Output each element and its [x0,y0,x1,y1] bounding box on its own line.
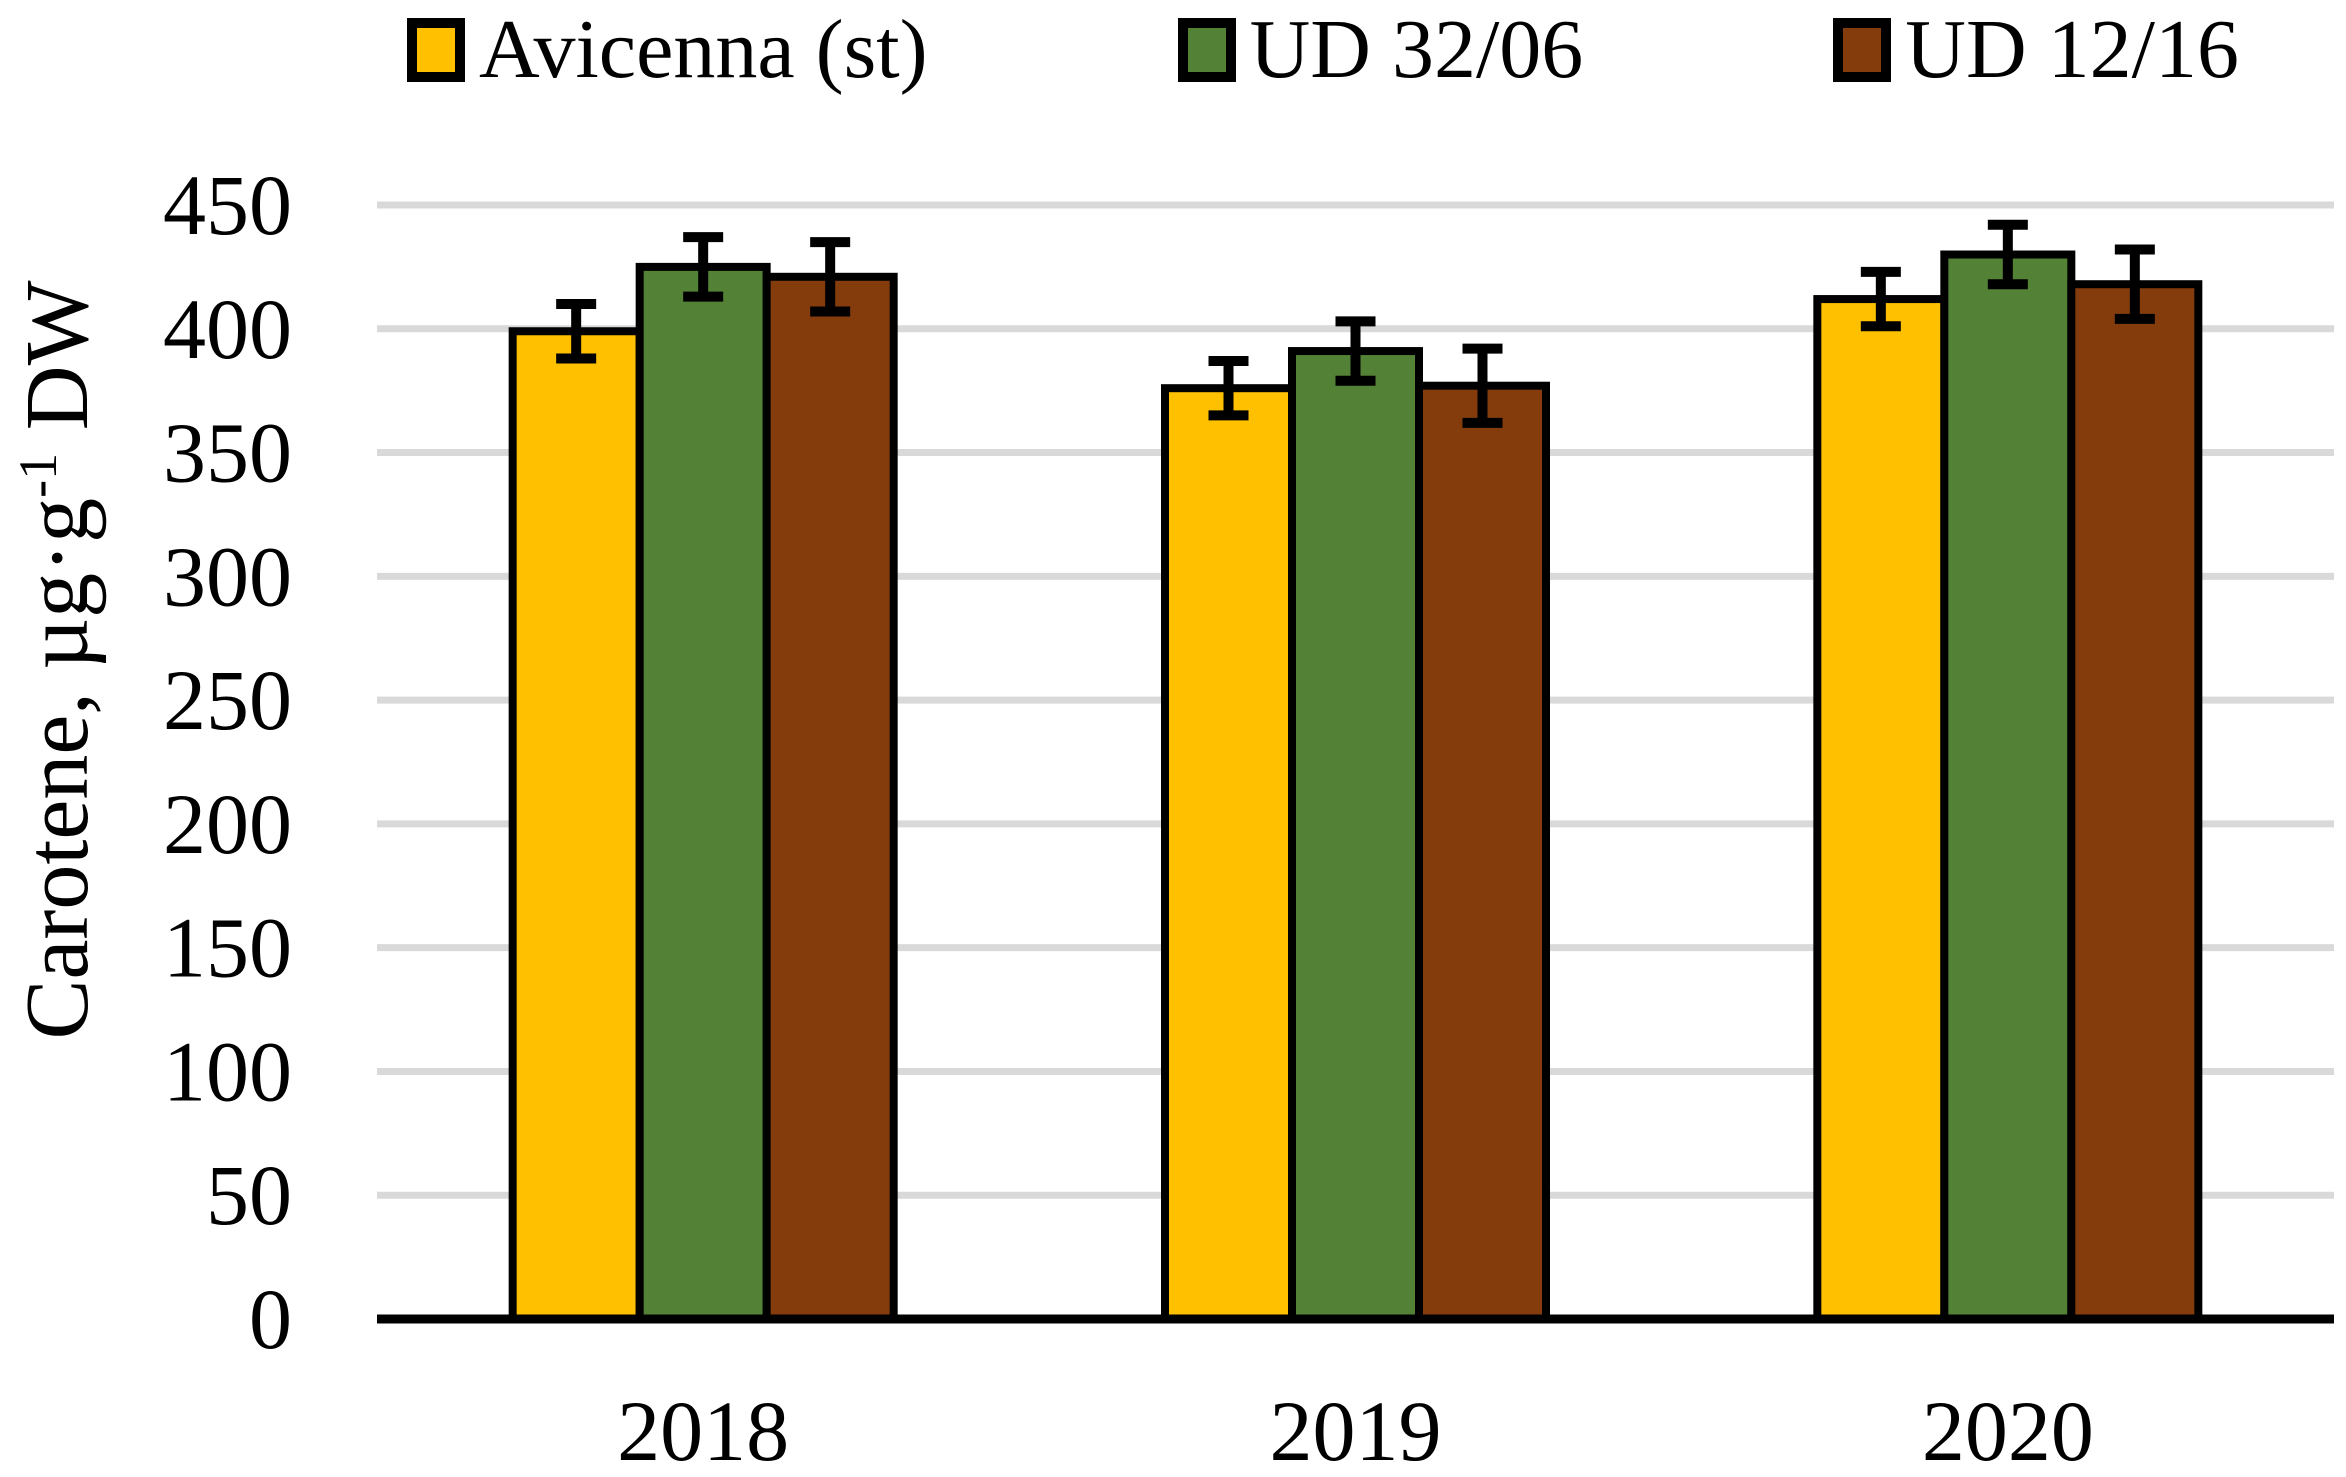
y-tick-label-450: 450 [163,157,292,253]
legend-swatch-ud3206-icon [1177,18,1236,82]
y-tick-label-0: 0 [249,1271,292,1367]
bar-2018-ud-12-16 [762,272,898,1323]
legend-swatch-avicenna-icon [407,18,466,82]
y-tick-label-400: 400 [163,281,292,377]
bar-2018-avicenna-st- [508,327,644,1323]
legend-label-ud1216: UD 12/16 [1905,3,2239,96]
bar-2019-ud-12-16 [1415,381,1550,1323]
legend-label-avicenna: Avicenna (st) [479,3,928,96]
chart-legend: Avicenna (st) UD 32/06 UD 12/16 [0,0,2346,100]
category-label-2019: 2019 [1270,1383,1442,1477]
legend-item-ud3206: UD 32/06 [1177,3,1584,96]
bar-2020-ud-32-06 [1940,250,2076,1323]
bar-2019-avicenna-st- [1161,384,1296,1323]
legend-item-ud1216: UD 12/16 [1833,8,2239,92]
bar-2018-ud-32-06 [635,262,771,1323]
bar-2019-ud-32-06 [1288,347,1423,1323]
y-tick-label-350: 350 [163,405,292,501]
y-tick-label-50: 50 [206,1147,292,1243]
bar-2020-ud-12-16 [2067,280,2203,1323]
bar-2020-avicenna-st- [1813,295,1949,1323]
y-tick-label-150: 150 [163,900,292,996]
category-label-2018: 2018 [617,1383,789,1477]
y-tick-label-200: 200 [163,776,292,872]
y-tick-label-100: 100 [163,1023,292,1119]
legend-item-avicenna: Avicenna (st) [407,8,928,92]
y-tick-label-300: 300 [163,528,292,624]
category-label-2020: 2020 [1922,1383,2094,1477]
legend-swatch-ud1216-icon [1833,18,1892,82]
legend-label-ud3206: UD 32/06 [1249,3,1584,96]
y-tick-label-250: 250 [163,652,292,748]
